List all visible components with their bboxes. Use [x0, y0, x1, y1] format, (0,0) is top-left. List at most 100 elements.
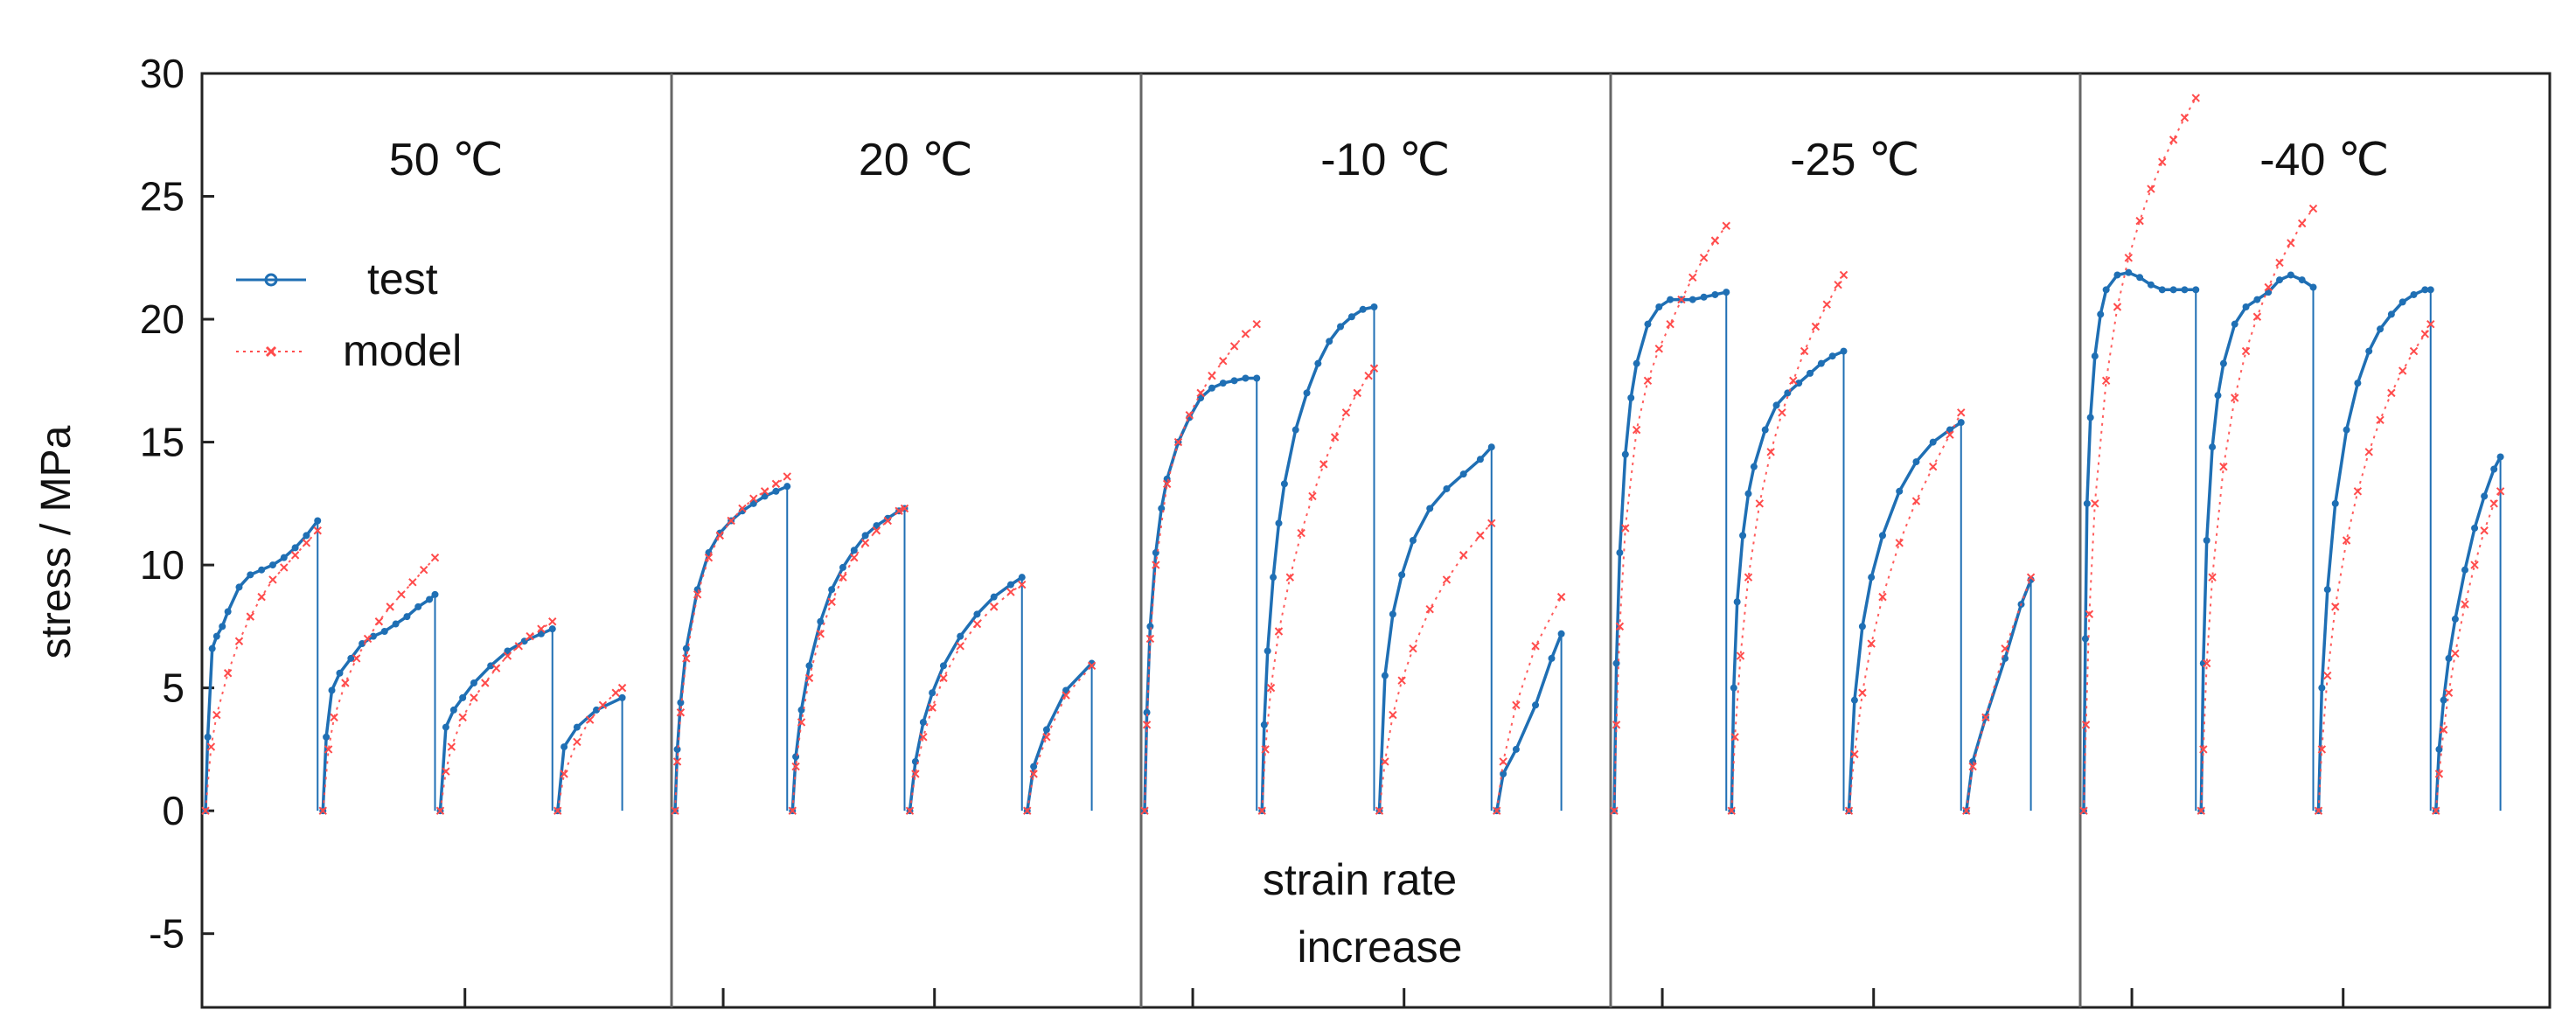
model-point	[1145, 634, 1155, 644]
model-point	[234, 637, 244, 645]
model-point	[1229, 342, 1239, 351]
model-point	[727, 516, 735, 526]
model-point	[553, 806, 562, 815]
test-point	[1042, 726, 1050, 734]
model-point	[2420, 330, 2430, 338]
test-point	[1500, 770, 1507, 777]
panel-title: -25 ℃	[1790, 135, 1919, 185]
test-point	[2496, 453, 2504, 461]
test-point	[1275, 519, 1283, 527]
model-point	[2439, 725, 2448, 735]
test-point	[1426, 505, 1434, 512]
model-point	[1957, 408, 1966, 417]
model-point	[611, 688, 620, 697]
model-point	[246, 612, 255, 621]
model-point	[1968, 762, 1977, 771]
test-point	[919, 718, 927, 726]
test-point	[2102, 286, 2110, 294]
model-curve	[2317, 324, 2432, 812]
model-point	[816, 630, 825, 638]
test-point	[258, 566, 266, 574]
model-point	[1878, 592, 1887, 602]
model-point	[2323, 671, 2332, 680]
model-point	[1062, 691, 1070, 700]
model-point	[1257, 806, 1266, 815]
test-curve	[438, 627, 553, 812]
test-point	[2181, 286, 2189, 294]
test-point	[1700, 293, 1708, 301]
model-point	[491, 664, 501, 672]
model-point	[1755, 499, 1765, 508]
test-point	[414, 603, 422, 610]
test-point	[1359, 305, 1367, 313]
model-point	[883, 516, 892, 526]
model-point	[1699, 254, 1709, 262]
legend-model-x	[265, 345, 277, 358]
panel-title: -10 ℃	[1320, 135, 1450, 185]
test-curve	[1026, 662, 1093, 812]
model-point	[895, 506, 903, 515]
test-point	[2471, 524, 2479, 532]
test-point	[1326, 338, 1333, 345]
model-point	[1140, 806, 1149, 815]
model-point	[585, 715, 595, 724]
model-curve	[322, 557, 436, 812]
model-point	[1531, 642, 1540, 651]
test-point	[1730, 684, 1737, 692]
model-point	[1615, 622, 1625, 631]
test-point	[2410, 290, 2418, 298]
model-point	[2124, 254, 2134, 262]
model-point	[1409, 644, 1417, 653]
y-tick-label: 10	[140, 542, 184, 588]
model-point	[1152, 561, 1160, 569]
model-point	[2180, 113, 2190, 122]
model-point	[313, 526, 322, 535]
model-point	[1688, 273, 1697, 282]
test-point	[280, 554, 288, 561]
test-point	[1858, 623, 1866, 630]
model-point	[206, 742, 216, 751]
model-point	[1023, 806, 1032, 815]
model-point	[302, 539, 311, 547]
model-point	[2287, 239, 2295, 247]
test-point	[1616, 549, 1624, 557]
model-point	[682, 654, 691, 663]
model-point	[212, 710, 221, 720]
test-point	[828, 586, 836, 594]
test-point	[2086, 414, 2094, 421]
test-point	[850, 547, 858, 554]
test-point	[323, 733, 331, 741]
model-point	[2081, 721, 2091, 729]
model-point	[2314, 806, 2323, 815]
model-point	[598, 700, 608, 710]
model-point	[676, 708, 686, 717]
y-tick-label: 5	[162, 665, 184, 711]
model-point	[1487, 519, 1496, 528]
model-point	[939, 673, 948, 683]
test-point	[347, 654, 355, 662]
test-point	[839, 563, 846, 571]
model-point	[419, 566, 428, 575]
test-point	[2365, 347, 2373, 355]
model-point	[1666, 319, 1674, 329]
model-point	[280, 563, 289, 572]
test-point	[783, 483, 791, 491]
model-point	[1185, 410, 1194, 420]
test-point	[487, 662, 495, 670]
test-point	[2461, 566, 2468, 574]
test-point	[1532, 701, 1540, 709]
test-point	[2323, 586, 2331, 594]
test-point	[761, 492, 769, 500]
model-point	[1722, 221, 1730, 230]
test-point	[929, 689, 936, 697]
test-point	[1242, 374, 1250, 382]
test-point	[224, 608, 232, 616]
panel-title: 20 ℃	[859, 135, 973, 185]
model-point	[481, 679, 490, 687]
model-point	[2169, 136, 2178, 144]
model-curve	[1613, 225, 1728, 812]
test-point	[442, 723, 449, 731]
test-point	[1612, 659, 1620, 667]
model-point	[1677, 295, 1686, 304]
model-point	[1018, 580, 1027, 589]
